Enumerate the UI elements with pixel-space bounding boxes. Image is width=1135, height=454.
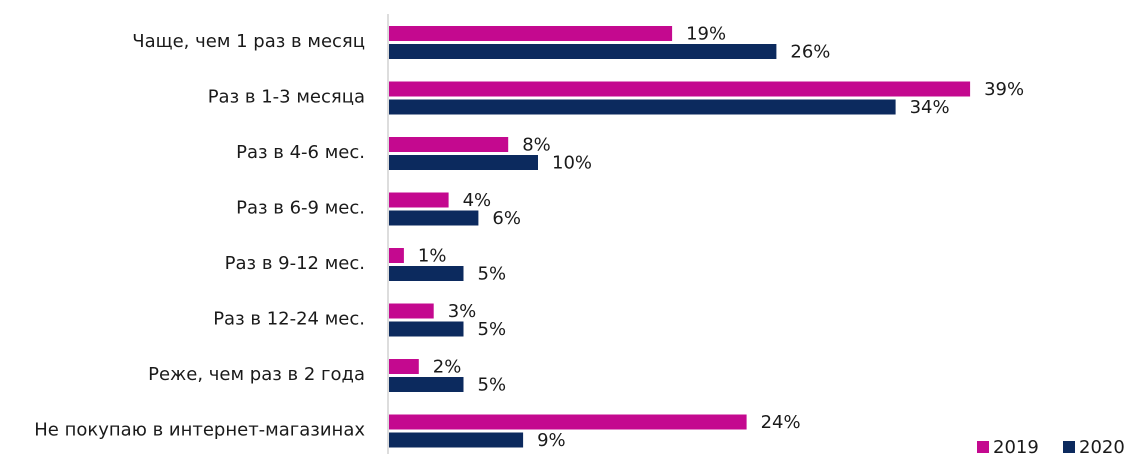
value-label: 5% [478, 264, 507, 285]
category-label: Раз в 4-6 мес. [236, 142, 365, 163]
bar [389, 359, 419, 374]
legend-label: 2020 [1079, 437, 1125, 454]
value-label: 8% [522, 135, 551, 156]
bar [389, 414, 747, 430]
value-label: 5% [478, 375, 507, 396]
bar [389, 377, 464, 392]
value-label: 26% [790, 42, 830, 63]
category-label: Не покупаю в интернет-магазинах [34, 420, 365, 441]
category-label: Раз в 12-24 мес. [213, 309, 365, 330]
legend-swatch [1063, 441, 1075, 453]
legend-swatch [977, 441, 989, 453]
bar [389, 210, 479, 226]
bar [389, 99, 896, 115]
value-label: 2% [433, 357, 462, 378]
bar [389, 155, 538, 170]
bar [389, 303, 434, 319]
value-label: 9% [537, 430, 566, 451]
category-label: Раз в 1-3 месяца [208, 87, 365, 108]
bar [389, 266, 464, 281]
value-label: 3% [448, 301, 477, 322]
value-label: 5% [478, 319, 507, 340]
value-label: 1% [418, 246, 447, 267]
category-label: Реже, чем раз в 2 года [148, 364, 365, 385]
bar [389, 26, 673, 41]
value-label: 6% [492, 208, 521, 229]
category-label: Раз в 9-12 мес. [225, 253, 365, 274]
value-label: 34% [910, 97, 950, 118]
bar [389, 321, 464, 337]
value-label: 10% [552, 153, 592, 174]
bar [389, 192, 449, 208]
category-label: Раз в 6-9 мес. [236, 198, 365, 219]
value-label: 39% [984, 79, 1024, 100]
value-label: 24% [761, 412, 801, 433]
value-label: 4% [463, 190, 492, 211]
bar [389, 81, 971, 97]
bar [389, 248, 404, 263]
legend-label: 2019 [993, 437, 1039, 454]
value-label: 19% [686, 24, 726, 45]
bar [389, 137, 509, 152]
bar [389, 432, 524, 448]
bar [389, 44, 777, 59]
category-label: Чаще, чем 1 раз в месяц [132, 31, 365, 52]
